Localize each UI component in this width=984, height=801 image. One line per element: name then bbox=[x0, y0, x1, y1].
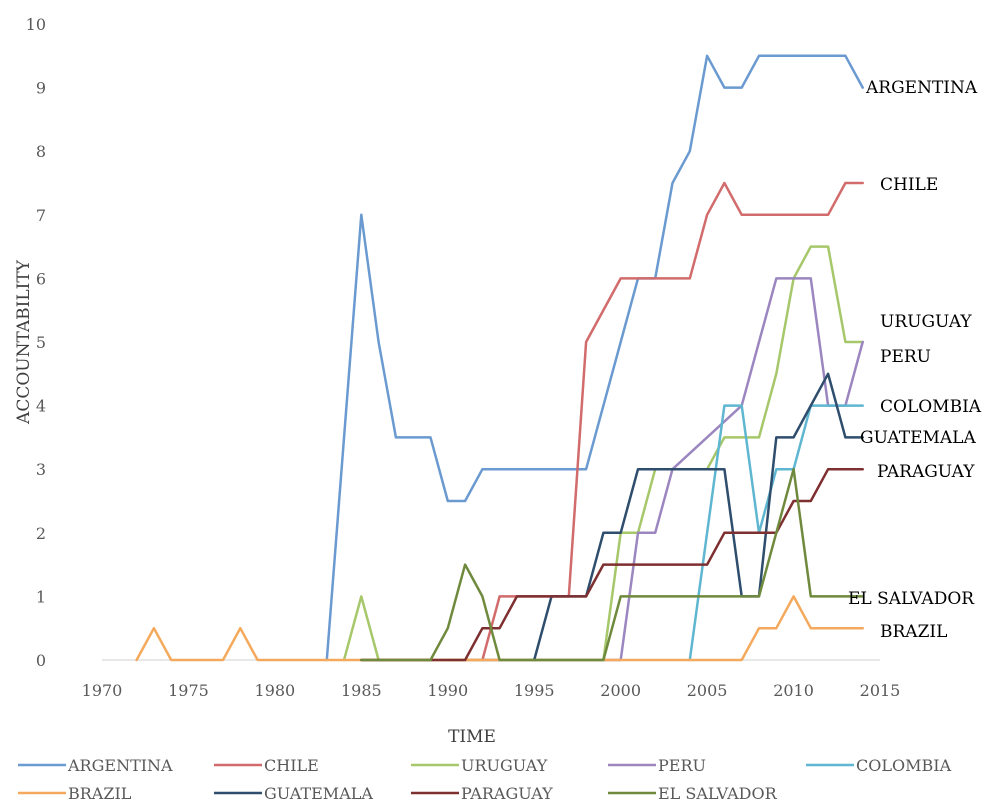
x-tick-label: 2000 bbox=[600, 681, 641, 700]
legend-label: COLOMBIA bbox=[856, 756, 952, 775]
end-label-peru: PERU bbox=[880, 347, 931, 367]
series-line-colombia bbox=[688, 404, 864, 662]
legend-label: CHILE bbox=[264, 756, 319, 775]
x-tick-label: 1985 bbox=[341, 681, 382, 700]
series-line-guatemala bbox=[532, 372, 864, 662]
legend-label: PERU bbox=[658, 756, 706, 775]
end-label-brazil: BRAZIL bbox=[880, 622, 947, 642]
series-line-argentina bbox=[325, 54, 864, 662]
series-line-el-salvador bbox=[360, 467, 864, 662]
series-lines bbox=[135, 54, 864, 662]
y-tick-label: 8 bbox=[36, 142, 46, 161]
legend-label: EL SALVADOR bbox=[658, 784, 778, 801]
x-tick-label: 2005 bbox=[687, 681, 728, 700]
series-line-chile bbox=[446, 181, 864, 662]
y-axis-title: ACCOUNTABILITY bbox=[14, 259, 34, 425]
y-tick-label: 5 bbox=[36, 333, 46, 352]
x-tick-label: 1975 bbox=[168, 681, 209, 700]
x-axis-ticks: 1970 1975 1980 1985 1990 1995 2000 2005 2010 2015 bbox=[82, 681, 901, 700]
legend-label: PARAGUAY bbox=[461, 784, 553, 801]
y-tick-label: 9 bbox=[36, 79, 46, 98]
legend-label: GUATEMALA bbox=[264, 784, 373, 801]
end-label-uruguay: URUGUAY bbox=[880, 312, 972, 332]
x-tick-label: 1980 bbox=[255, 681, 296, 700]
y-tick-label: 3 bbox=[36, 460, 46, 479]
x-tick-label: 1990 bbox=[427, 681, 468, 700]
legend: ARGENTINA CHILE URUGUAY PERU COLOMBIA BRAZIL G… bbox=[18, 756, 952, 801]
y-tick-label: 0 bbox=[36, 651, 46, 670]
x-tick-label: 1995 bbox=[514, 681, 555, 700]
end-label-guatemala: GUATEMALA bbox=[860, 428, 976, 448]
y-tick-label: 4 bbox=[36, 397, 46, 416]
x-tick-label: 1970 bbox=[82, 681, 123, 700]
end-label-chile: CHILE bbox=[880, 175, 938, 195]
end-label-paraguay: PARAGUAY bbox=[877, 462, 975, 482]
x-tick-label: 2015 bbox=[860, 681, 901, 700]
end-label-el-salvador: EL SALVADOR bbox=[848, 589, 975, 609]
x-tick-label: 2010 bbox=[773, 681, 814, 700]
end-label-colombia: COLOMBIA bbox=[880, 397, 982, 417]
end-label-argentina: ARGENTINA bbox=[865, 78, 978, 98]
y-axis-ticks: 0 1 2 3 4 5 6 7 8 9 10 bbox=[26, 15, 46, 670]
x-axis-title: TIME bbox=[448, 727, 496, 747]
y-tick-label: 7 bbox=[36, 206, 46, 225]
y-tick-label: 1 bbox=[36, 587, 46, 606]
legend-label: BRAZIL bbox=[68, 784, 132, 801]
legend-label: ARGENTINA bbox=[67, 756, 173, 775]
series-end-labels: ARGENTINA CHILE URUGUAY PERU COLOMBIA BRAZIL G… bbox=[848, 78, 982, 642]
y-tick-label: 10 bbox=[26, 15, 46, 34]
y-tick-label: 6 bbox=[36, 269, 46, 288]
series-line-paraguay bbox=[360, 467, 864, 662]
y-tick-label: 2 bbox=[36, 524, 46, 543]
legend-label: URUGUAY bbox=[461, 756, 548, 775]
